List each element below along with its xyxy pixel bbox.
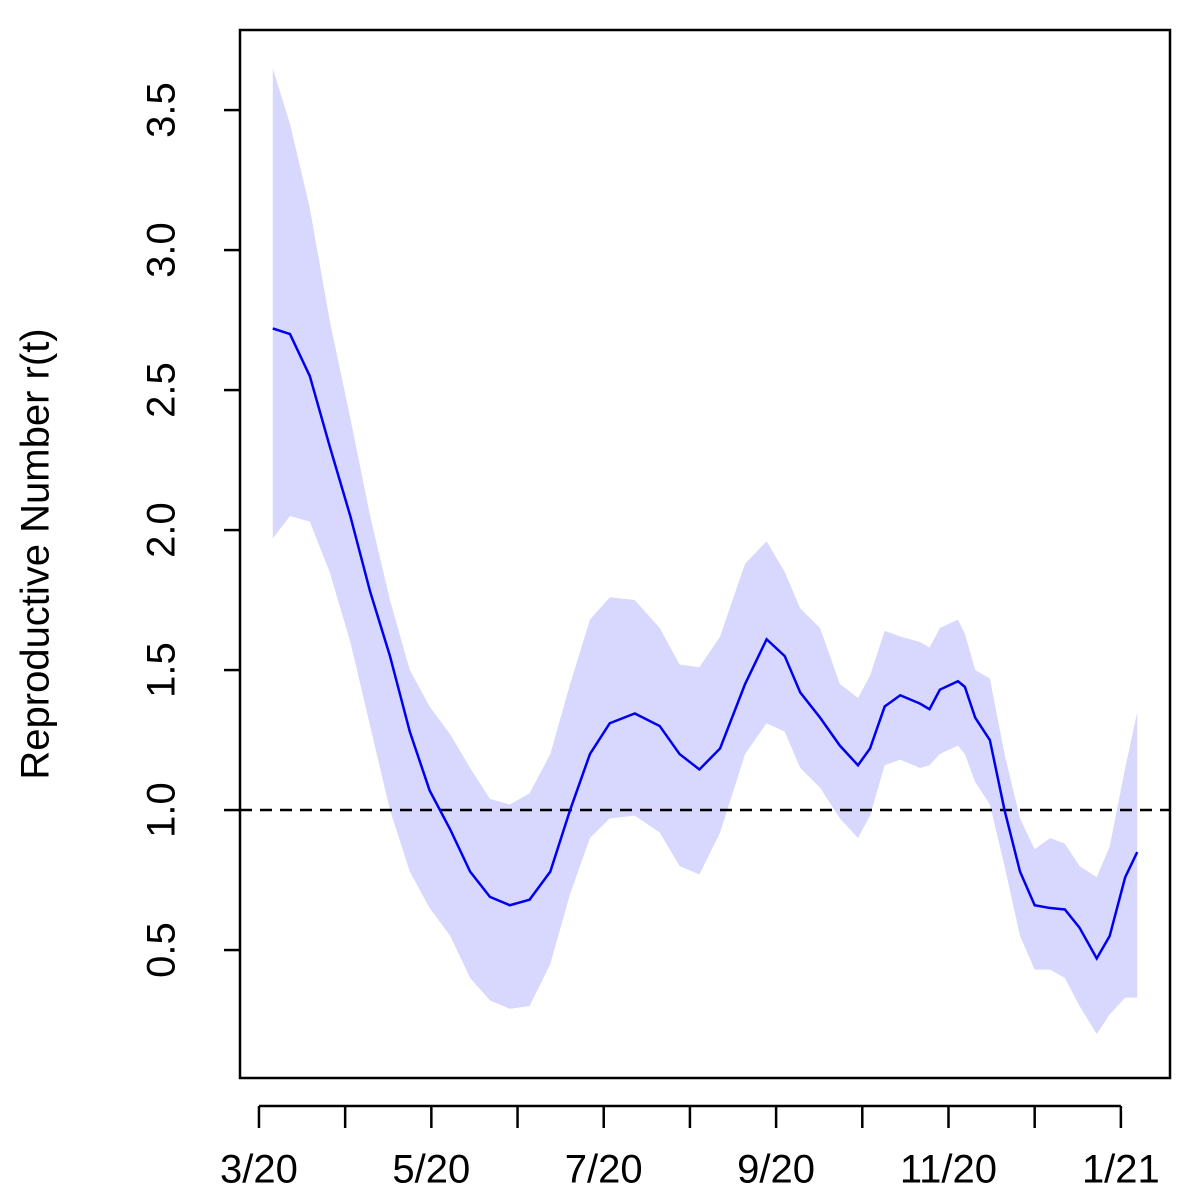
- x-tick-label: 11/20: [900, 1148, 997, 1192]
- x-tick-label: 5/20: [392, 1148, 470, 1192]
- y-tick-label: 2.5: [140, 362, 184, 418]
- plot-frame: [238, 28, 1172, 1080]
- y-tick-label: 3.0: [140, 222, 184, 278]
- y-axis-label: Reproductive Number r(t): [14, 328, 58, 779]
- x-tick-label: 7/20: [565, 1148, 643, 1192]
- x-tick-label: 9/20: [737, 1148, 815, 1192]
- y-tick-label: 3.5: [140, 82, 184, 138]
- y-tick-label: 0.5: [140, 922, 184, 978]
- y-tick-label: 2.0: [140, 502, 184, 558]
- x-tick-label: 3/20: [220, 1148, 298, 1192]
- y-tick-label: 1.5: [140, 642, 184, 698]
- confidence-band: [272, 68, 1138, 1035]
- x-tick-label: 1/21: [1082, 1148, 1160, 1192]
- line: [272, 327, 1139, 961]
- y-tick-label: 1.0: [140, 782, 184, 838]
